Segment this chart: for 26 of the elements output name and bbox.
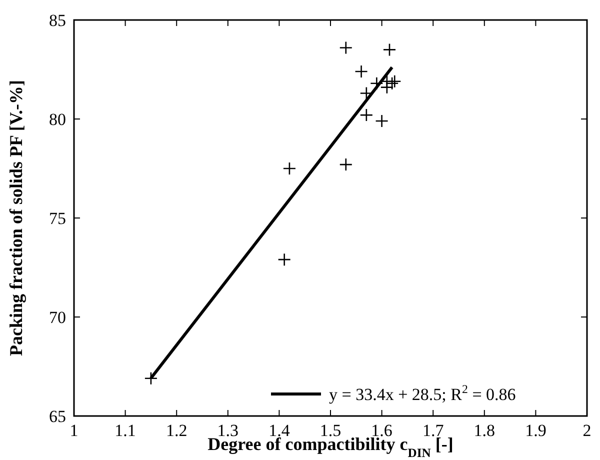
x-tick-label: 1.9 xyxy=(525,421,546,440)
x-tick-label: 1.3 xyxy=(217,421,239,440)
x-tick-label: 1.1 xyxy=(114,421,136,440)
point xyxy=(382,43,396,56)
y-axis-title: Packing fraction of solids PF [V.-%] xyxy=(6,80,26,356)
y-tick-label: 85 xyxy=(49,11,66,30)
point xyxy=(339,41,353,54)
y-tick-label: 80 xyxy=(49,110,66,129)
y-tick-label: 70 xyxy=(49,308,66,327)
legend-label: y = 33.4x + 28.5; R$^{2}$ = 0.86 xyxy=(329,382,516,404)
point xyxy=(385,76,399,90)
x-tick-label: 1.5 xyxy=(320,421,342,440)
x-tick-label: 1.8 xyxy=(474,421,496,440)
y-tick-label: 75 xyxy=(49,209,66,228)
y-tick-label: 65 xyxy=(49,407,66,426)
point xyxy=(360,108,374,122)
x-tick-label: 1 xyxy=(70,421,78,440)
point xyxy=(282,162,296,176)
x-tick-label: 2 xyxy=(582,421,592,440)
point xyxy=(144,372,158,386)
point xyxy=(354,64,368,78)
point xyxy=(388,74,402,88)
point xyxy=(375,114,388,128)
point xyxy=(339,158,353,172)
x-tick-label: 1.2 xyxy=(166,421,188,440)
point xyxy=(278,252,291,266)
